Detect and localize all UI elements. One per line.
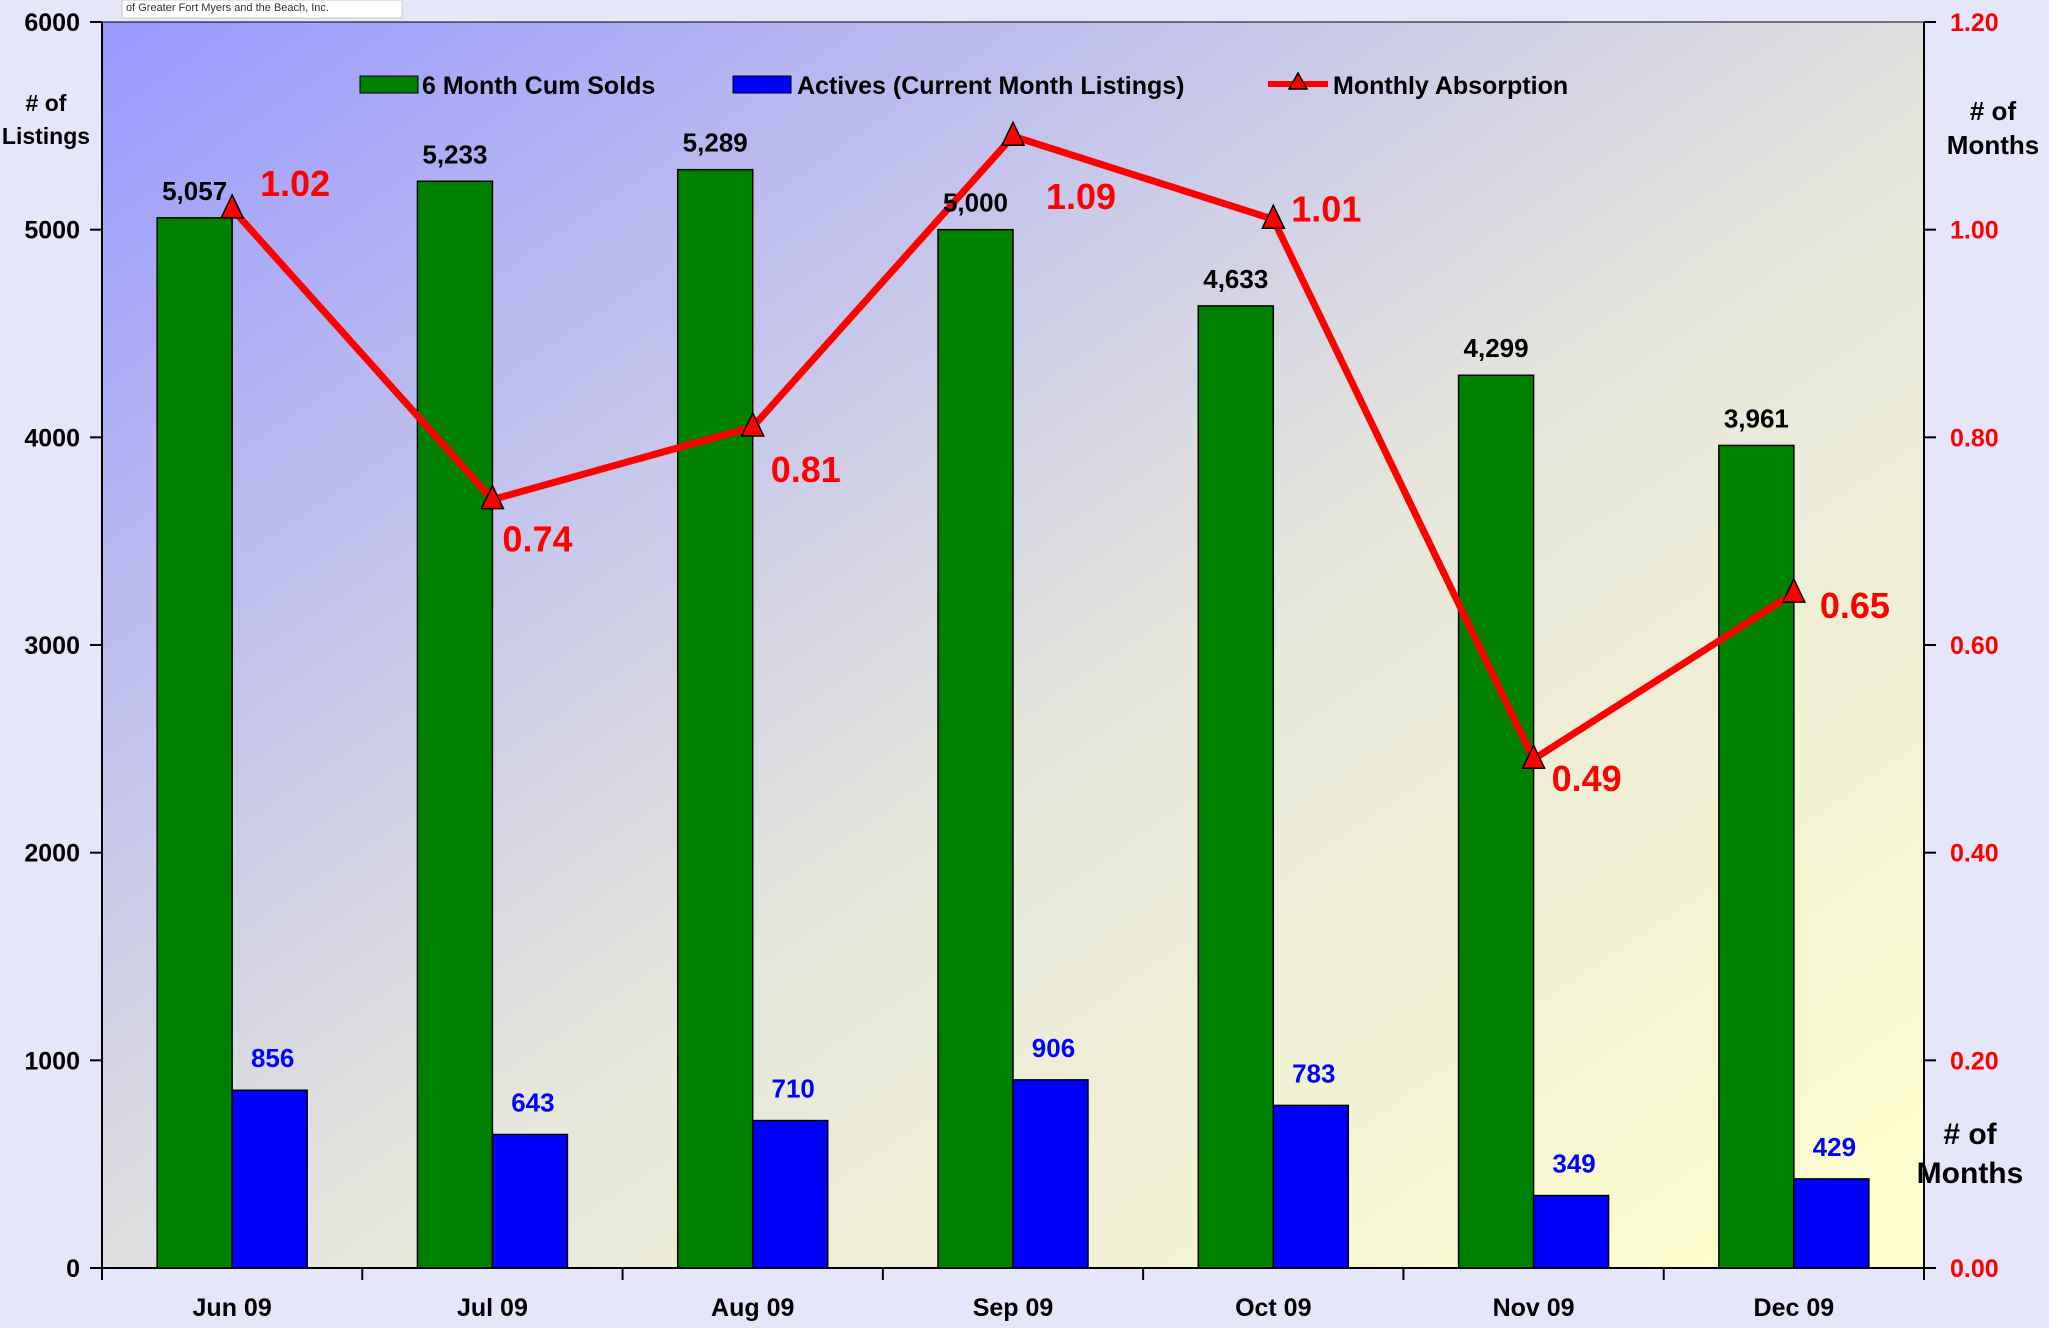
bar-actives <box>231 1089 308 1269</box>
source-badge <box>121 0 403 19</box>
data-label-actives: 429 <box>1813 1132 1856 1162</box>
x-tick-label: Oct 09 <box>1235 1294 1311 1322</box>
bar-solds <box>1718 444 1795 1269</box>
data-label-solds: 4,633 <box>1203 264 1268 294</box>
data-label-absorption: 0.49 <box>1552 758 1622 799</box>
absorption-marker <box>219 193 245 219</box>
right-axis-extra-title-line1: # of <box>1943 1118 1997 1151</box>
left-tick-label: 3000 <box>24 632 80 660</box>
x-tick-label: Sep 09 <box>973 1294 1054 1322</box>
right-tick-label: 0.00 <box>1950 1255 1999 1283</box>
data-label-absorption: 0.74 <box>502 519 572 560</box>
x-tick-label: Aug 09 <box>711 1294 794 1322</box>
legend-marker-absorption <box>1287 71 1309 90</box>
legend: 6 Month Cum Solds Actives (Current Month… <box>359 71 1568 100</box>
absorption-marker <box>1781 577 1807 603</box>
absorption-marker <box>480 483 505 510</box>
right-tick-label: 0.80 <box>1950 424 1999 452</box>
bar-actives <box>1272 1104 1350 1269</box>
absorption-marker <box>1261 203 1286 230</box>
right-tick-label: 0.60 <box>1950 632 1999 660</box>
left-axis-title-line1: # of <box>26 90 67 116</box>
data-label-actives: 349 <box>1552 1149 1595 1179</box>
left-tick-label: 2000 <box>24 840 80 868</box>
left-axis-title-line2: Listings <box>2 123 90 149</box>
legend-swatch-solds <box>359 75 419 94</box>
data-label-absorption: 1.01 <box>1291 188 1361 229</box>
bar-actives <box>1793 1178 1870 1269</box>
bar-solds <box>156 217 233 1269</box>
legend-label-actives: Actives (Current Month Listings) <box>797 72 1185 100</box>
data-label-absorption: 0.65 <box>1820 585 1890 626</box>
data-label-actives: 710 <box>772 1074 815 1104</box>
left-tick-label: 1000 <box>24 1047 80 1075</box>
absorption-marker <box>1521 743 1546 769</box>
absorption-marker <box>740 411 765 437</box>
bar-solds <box>676 168 754 1269</box>
x-tick-label: Jul 09 <box>457 1294 528 1322</box>
bar-actives <box>1012 1079 1089 1269</box>
right-axis-title-line2: Months <box>1947 130 2039 160</box>
data-label-absorption: 1.09 <box>1046 176 1116 217</box>
bar-solds <box>937 228 1014 1269</box>
right-tick-label: 0.40 <box>1950 840 1999 868</box>
source-note: of Greater Fort Myers and the Beach, Inc… <box>126 2 329 14</box>
left-tick-label: 6000 <box>24 9 80 37</box>
data-label-solds: 3,961 <box>1724 403 1789 433</box>
bars-layer <box>156 168 1870 1269</box>
x-tick-label: Jun 09 <box>193 1294 272 1322</box>
left-tick-label: 4000 <box>24 424 80 452</box>
data-label-actives: 856 <box>251 1043 294 1073</box>
data-label-actives: 906 <box>1032 1033 1075 1063</box>
bar-solds <box>416 180 494 1269</box>
x-tick-label: Nov 09 <box>1493 1294 1575 1322</box>
data-label-solds: 4,299 <box>1464 333 1529 363</box>
right-axis-extra-title-line2: Months <box>1917 1157 2024 1190</box>
right-tick-label: 1.00 <box>1950 217 1999 245</box>
bar-actives <box>751 1119 829 1269</box>
absorption-marker <box>1000 120 1026 146</box>
data-label-solds: 5,057 <box>162 176 227 206</box>
data-labels-layer: 5,057 856 5,233 643 5,289 710 5,000 906 4,633 783… <box>162 128 1890 1179</box>
legend-label-absorption: Monthly Absorption <box>1333 72 1568 100</box>
data-label-actives: 783 <box>1292 1058 1335 1088</box>
legend-swatch-actives <box>732 75 792 94</box>
right-tick-label: 0.20 <box>1950 1047 1999 1075</box>
data-label-absorption: 1.02 <box>260 163 330 204</box>
data-label-solds: 5,289 <box>683 128 748 158</box>
x-tick-label: Dec 09 <box>1754 1294 1835 1322</box>
right-axis-title-line1: # of <box>1970 96 2017 126</box>
data-label-solds: 5,000 <box>943 188 1008 218</box>
bar-actives <box>491 1133 569 1269</box>
left-tick-label: 5000 <box>24 217 80 245</box>
data-label-solds: 5,233 <box>422 139 487 169</box>
axes-layer: 0 1000 2000 3000 4000 5000 6000 0.00 0.20 0.40 0.6… <box>24 9 1998 1322</box>
legend-label-solds: 6 Month Cum Solds <box>422 72 655 100</box>
bar-solds <box>1457 374 1535 1269</box>
data-label-absorption: 0.81 <box>771 449 841 490</box>
absorption-line-layer <box>219 120 1807 769</box>
left-tick-label: 0 <box>66 1255 80 1283</box>
data-label-actives: 643 <box>511 1087 554 1117</box>
bar-solds <box>1197 305 1275 1269</box>
bar-actives <box>1532 1194 1610 1269</box>
right-tick-label: 1.20 <box>1950 9 1999 37</box>
